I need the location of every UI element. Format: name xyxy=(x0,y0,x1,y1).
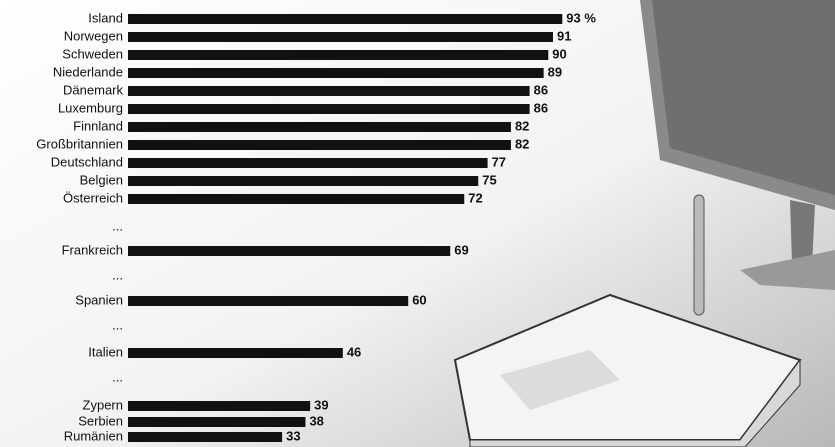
bar xyxy=(128,246,451,256)
value-label: 38 xyxy=(309,413,323,428)
category-label: Belgien xyxy=(80,172,123,187)
value-label: 33 xyxy=(286,428,300,443)
bar xyxy=(128,122,511,132)
category-label: Finnland xyxy=(73,118,123,133)
category-label: Serbien xyxy=(78,413,123,428)
plot: Island 93 % Norwegen 91 Schweden 90 Niederland… xyxy=(36,10,596,443)
bar xyxy=(128,432,283,442)
category-label: Österreich xyxy=(63,190,123,205)
category-label: Luxemburg xyxy=(58,100,123,115)
value-label: 86 xyxy=(534,82,548,97)
value-label: 93 % xyxy=(566,10,596,25)
bar xyxy=(128,417,306,427)
category-label: Italien xyxy=(88,344,123,359)
bar xyxy=(128,140,511,150)
value-label: 69 xyxy=(454,242,468,257)
category-label: Island xyxy=(88,10,123,25)
bar xyxy=(128,104,530,114)
bar xyxy=(128,50,549,60)
bar xyxy=(128,14,563,24)
category-label: Rumänien xyxy=(64,428,123,443)
value-label: 86 xyxy=(534,100,548,115)
bar xyxy=(128,86,530,96)
bar xyxy=(128,296,409,306)
category-label: Frankreich xyxy=(62,242,123,257)
bar xyxy=(128,176,479,186)
category-label: Spanien xyxy=(75,292,123,307)
bar xyxy=(128,348,343,358)
bar xyxy=(128,68,544,78)
category-label: Dänemark xyxy=(63,82,123,97)
category-label: Großbritannien xyxy=(36,136,123,151)
category-label: Zypern xyxy=(83,397,123,412)
value-label: 82 xyxy=(515,118,529,133)
value-label: 82 xyxy=(515,136,529,151)
bar xyxy=(128,32,553,42)
category-label: Schweden xyxy=(62,46,123,61)
illustration xyxy=(453,0,835,447)
value-label: 77 xyxy=(492,154,506,169)
value-label: 89 xyxy=(548,64,562,79)
value-label: 60 xyxy=(412,292,426,307)
value-label: 90 xyxy=(552,46,566,61)
bar xyxy=(128,158,488,168)
value-label: 75 xyxy=(482,172,496,187)
bar xyxy=(128,401,311,411)
value-label: 46 xyxy=(347,344,361,359)
category-label: Norwegen xyxy=(64,28,123,43)
value-label: 72 xyxy=(468,190,482,205)
category-label: ... xyxy=(112,369,123,384)
category-label: ... xyxy=(112,267,123,282)
category-label: ... xyxy=(112,317,123,332)
category-label: Niederlande xyxy=(53,64,123,79)
value-label: 91 xyxy=(557,28,571,43)
bar xyxy=(128,194,465,204)
category-label: Deutschland xyxy=(51,154,123,169)
value-label: 39 xyxy=(314,397,328,412)
category-label: ... xyxy=(112,218,123,233)
